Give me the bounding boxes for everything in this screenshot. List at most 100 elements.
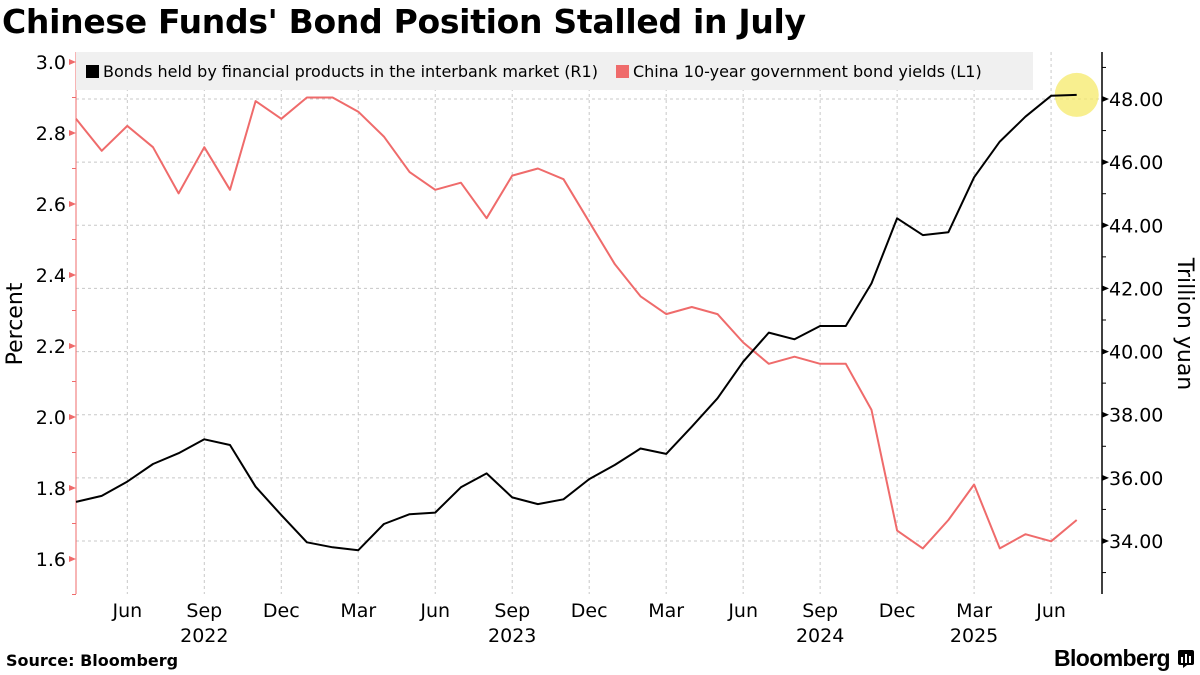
yield-data-point (614, 264, 616, 266)
bonds-data-point (255, 486, 257, 488)
bonds-data-point (845, 325, 847, 327)
x-tick-label: Sep (802, 600, 838, 622)
x-year-label: 2023 (488, 625, 536, 645)
bonds-data-point (409, 513, 411, 515)
bonds-data-point (691, 426, 693, 428)
bonds-data-point (152, 463, 154, 465)
bonds-data-point (434, 512, 436, 514)
yield-data-point (511, 175, 513, 177)
right-tick-label: 48.00 (1109, 89, 1163, 111)
x-tick-label: Mar (340, 600, 376, 622)
bonds-data-point (948, 231, 950, 233)
yield-data-point (204, 146, 206, 148)
bonds-data-point (871, 283, 873, 285)
bonds-data-point (358, 549, 360, 551)
yield-data-point (152, 146, 154, 148)
yield-data-point (1050, 541, 1052, 543)
left-tick-label: 2.0 (36, 407, 66, 429)
right-tick-label: 46.00 (1109, 152, 1163, 174)
yield-data-point (794, 356, 796, 358)
legend-swatch-bonds (86, 64, 99, 78)
x-tick-label: Sep (186, 600, 222, 622)
yield-data-point (640, 296, 642, 298)
left-tick-label: 2.4 (36, 265, 66, 287)
left-axis-title: Percent (3, 282, 28, 365)
right-tick-mark (1102, 411, 1109, 418)
bloomberg-chart-icon (1178, 650, 1194, 668)
right-tick-label: 36.00 (1109, 468, 1163, 490)
bonds-data-point (665, 453, 667, 455)
gridlines (76, 52, 1102, 594)
right-tick-mark (1102, 159, 1109, 166)
yield-data-point (563, 178, 565, 180)
left-axis: 1.6 1.8 2.0 2.2 2.4 2.6 2.8 3.0 (36, 52, 77, 595)
bonds-data-point (383, 523, 385, 525)
x-tick-label: Jun (419, 600, 450, 622)
right-tick-label: 40.00 (1109, 342, 1163, 364)
right-tick-label: 38.00 (1109, 405, 1163, 427)
chart-title: Chinese Funds' Bond Position Stalled in … (2, 2, 806, 41)
yield-data-point (460, 182, 462, 184)
yield-data-point (383, 136, 385, 138)
left-tick-label: 2.8 (36, 123, 66, 145)
left-tick-mark (69, 272, 76, 278)
bonds-data-point (127, 481, 129, 483)
yield-data-point (819, 363, 821, 365)
bonds-data-point (742, 361, 744, 363)
bonds-data-point (794, 339, 796, 341)
bonds-data-point (511, 497, 513, 499)
yield-data-point (281, 118, 283, 120)
yield-data-point (127, 125, 129, 127)
yield-data-point (1025, 533, 1027, 535)
left-tick-label: 1.8 (36, 478, 66, 500)
legend-item-bonds: Bonds held by financial products in the … (86, 62, 598, 81)
bonds-data-point (332, 547, 334, 549)
left-tick-label: 2.2 (36, 336, 66, 358)
legend-label-yields: China 10-year government bond yields (L1… (632, 61, 982, 81)
yield-data-point (255, 100, 257, 102)
bloomberg-logo: Bloomberg (1054, 645, 1171, 671)
yield-data-point (229, 189, 231, 191)
bonds-data-point (537, 503, 539, 505)
x-tick-label: Dec (571, 600, 608, 622)
bonds-data-point (460, 487, 462, 489)
legend-item-yields: China 10-year government bond yields (L1… (615, 61, 982, 81)
bonds-data-point (640, 448, 642, 450)
bonds-data-point (229, 444, 231, 446)
bonds-data-point (768, 332, 770, 334)
bonds-data-point (563, 499, 565, 501)
left-tick-mark (69, 414, 76, 420)
yield-data-point (332, 97, 334, 99)
bonds-data-point (178, 452, 180, 454)
yield-data-point (896, 530, 898, 532)
series-lines (75, 93, 1078, 552)
yield-data-point (973, 484, 975, 486)
legend-swatch-yields (615, 64, 629, 78)
highlight-circle (1054, 72, 1099, 117)
source-note: Source: Bloomberg (6, 651, 179, 670)
right-tick-label: 42.00 (1109, 278, 1163, 300)
yield-data-point (588, 221, 590, 223)
x-year-label: 2024 (796, 625, 844, 645)
yield-data-point (486, 217, 488, 219)
bonds-data-point (588, 478, 590, 480)
right-tick-mark (1102, 96, 1109, 102)
bonds-data-point (717, 398, 719, 400)
left-tick-label: 1.6 (36, 549, 66, 571)
highlight-layer (1054, 72, 1099, 117)
yield-data-point (1076, 519, 1078, 521)
x-tick-label: Mar (648, 600, 684, 622)
yield-data-point (178, 193, 180, 195)
yield-data-point (665, 313, 667, 315)
bonds-data-point (281, 514, 283, 516)
bonds-data-point (922, 234, 924, 236)
yield-data-point (358, 111, 360, 113)
right-tick-mark (1102, 348, 1109, 355)
yield-data-point (691, 306, 693, 308)
x-tick-label: Mar (956, 600, 992, 622)
yield-data-point (948, 519, 950, 521)
bonds-data-point (1076, 94, 1078, 96)
yield-data-point (922, 548, 924, 550)
x-tick-label: Sep (494, 600, 530, 622)
x-tick-label: Jun (727, 600, 758, 622)
